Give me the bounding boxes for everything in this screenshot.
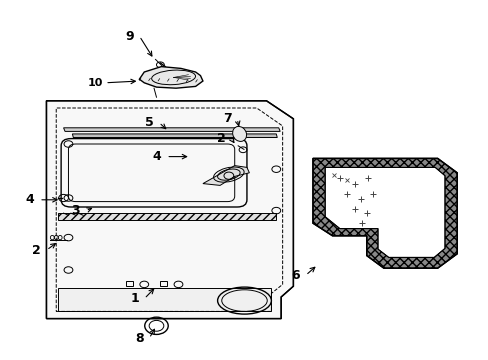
Ellipse shape	[232, 126, 246, 141]
Text: 9: 9	[125, 30, 134, 42]
Text: 10: 10	[87, 78, 103, 88]
Text: 3: 3	[71, 204, 80, 217]
Text: 1: 1	[130, 292, 139, 305]
Polygon shape	[63, 128, 280, 131]
Polygon shape	[312, 158, 456, 268]
Text: 6: 6	[291, 269, 300, 282]
Polygon shape	[325, 167, 444, 257]
Polygon shape	[139, 67, 203, 88]
Text: 4: 4	[152, 150, 161, 163]
Polygon shape	[58, 288, 271, 311]
Polygon shape	[203, 166, 249, 185]
Polygon shape	[58, 213, 276, 220]
Bar	[126, 281, 133, 286]
Text: 5: 5	[144, 116, 153, 129]
Polygon shape	[72, 134, 277, 138]
Text: 2: 2	[217, 132, 225, 145]
Bar	[160, 281, 167, 286]
Text: 2: 2	[32, 244, 41, 257]
Text: 8: 8	[135, 332, 143, 345]
Text: 4: 4	[25, 193, 34, 206]
Text: 7: 7	[223, 112, 231, 125]
Polygon shape	[46, 101, 293, 319]
